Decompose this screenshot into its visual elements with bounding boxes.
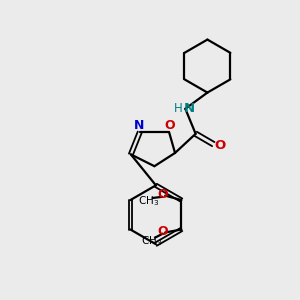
Text: O: O xyxy=(164,119,175,132)
Text: O: O xyxy=(214,139,225,152)
Text: CH$_3$: CH$_3$ xyxy=(141,234,163,248)
Text: N: N xyxy=(184,102,195,115)
Text: O: O xyxy=(158,225,168,238)
Text: CH$_3$: CH$_3$ xyxy=(138,195,160,208)
Text: O: O xyxy=(158,188,168,201)
Text: N: N xyxy=(134,119,144,132)
Text: H: H xyxy=(174,102,183,115)
